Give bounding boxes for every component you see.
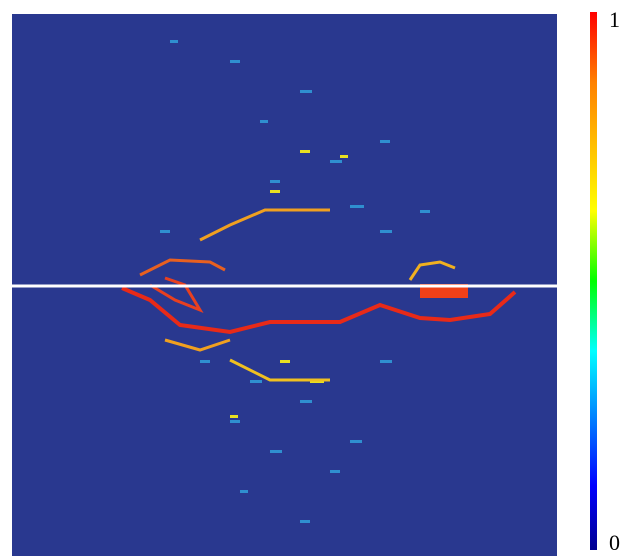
colorbar-tick-label: 0 (609, 530, 620, 555)
colorbar (590, 12, 597, 550)
colorbar-tick-label: 1 (609, 7, 620, 32)
heatmap-image (12, 14, 557, 556)
